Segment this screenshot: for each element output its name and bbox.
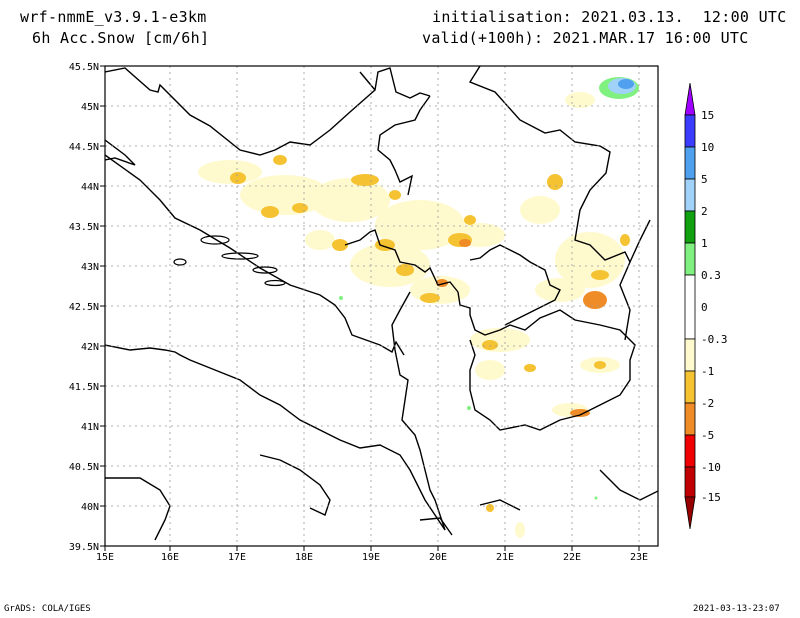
grid (105, 66, 658, 546)
colorbar-label: 2 (701, 205, 708, 218)
coastlines (105, 66, 658, 541)
colorbar-label: -15 (701, 491, 721, 504)
lon-label: 19E (362, 552, 380, 563)
colorbar-label: -0.3 (701, 333, 728, 346)
lat-label: 41.5N (69, 382, 99, 393)
snow-field (105, 66, 658, 541)
colorbar-swatch (684, 274, 696, 340)
colorbar (684, 82, 696, 530)
lat-label: 42.5N (69, 302, 99, 313)
positive-snow-spot (339, 77, 639, 500)
colorbar-bottom-arrow (684, 496, 696, 530)
colorbar-swatch (684, 466, 696, 498)
colorbar-label: 0.3 (701, 269, 721, 282)
colorbar-swatch (684, 338, 696, 372)
lat-label: 43N (81, 262, 99, 273)
lon-label: 17E (228, 552, 246, 563)
colorbar-swatch (684, 146, 696, 180)
colorbar-label: -10 (701, 461, 721, 474)
valid-time: valid(+100h): 2021.MAR.17 16:00 UTC (422, 29, 749, 47)
lat-label: 40.5N (69, 462, 99, 473)
colorbar-swatch (684, 210, 696, 244)
lat-label: 45.5N (69, 62, 99, 73)
lat-label: 40N (81, 502, 99, 513)
colorbar-swatch (684, 402, 696, 436)
colorbar-swatch (684, 178, 696, 212)
colorbar-label: 5 (701, 173, 708, 186)
model-title: wrf-nmmE_v3.9.1-e3km (20, 8, 207, 26)
colorbar-swatch (684, 114, 696, 148)
lat-label: 44N (81, 182, 99, 193)
colorbar-swatch (684, 434, 696, 468)
colorbar-label: 10 (701, 141, 714, 154)
colorbar-top-arrow (684, 82, 696, 116)
lon-label: 15E (96, 552, 114, 563)
colorbar-label: -2 (701, 397, 714, 410)
lon-label: 20E (429, 552, 447, 563)
colorbar-label: 1 (701, 237, 708, 250)
lat-label: 41N (81, 422, 99, 433)
colorbar-label: -5 (701, 429, 714, 442)
colorbar-swatch (684, 242, 696, 276)
footer-credit: GrADS: COLA/IGES (4, 604, 91, 614)
lat-label: 45N (81, 102, 99, 113)
colorbar-label: 15 (701, 109, 714, 122)
field-title: 6h Acc.Snow [cm/6h] (32, 29, 210, 47)
lat-label: 43.5N (69, 222, 99, 233)
lon-label: 21E (496, 552, 514, 563)
lat-label: 42N (81, 342, 99, 353)
lon-label: 22E (563, 552, 581, 563)
init-time: initialisation: 2021.03.13. 12:00 UTC (432, 8, 787, 26)
lat-label: 44.5N (69, 142, 99, 153)
colorbar-label: -1 (701, 365, 714, 378)
lat-label: 39.5N (69, 542, 99, 553)
lon-label: 16E (161, 552, 179, 563)
lon-label: 18E (295, 552, 313, 563)
colorbar-swatch (684, 370, 696, 404)
lon-label: 23E (630, 552, 648, 563)
footer-timestamp: 2021-03-13-23:07 (693, 604, 780, 614)
colorbar-label: 0 (701, 301, 708, 314)
